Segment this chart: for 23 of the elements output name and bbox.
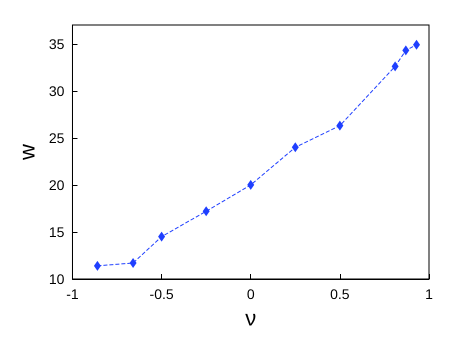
point [292,142,299,152]
y-tick-label: 30 [48,82,65,99]
y-axis-title: w [14,144,40,161]
x-tick-label: -0.5 [150,286,174,302]
x-axis-title: ν [245,306,256,330]
x-tick-label: 0 [246,286,255,302]
x-tick-label: 0.5 [330,286,350,302]
point [94,260,101,271]
y-tick-label: 20 [48,176,65,193]
y-tick-label: 35 [48,36,65,52]
y-tick-label: 10 [48,271,65,287]
point [130,258,137,268]
point [247,180,254,190]
point [336,120,344,131]
point [402,45,410,56]
y-tick-label: 25 [48,130,65,146]
point [158,232,166,242]
point [413,40,420,50]
y-tick-label: 15 [48,224,65,240]
point [202,206,210,216]
point [392,61,399,72]
x-tick-label: 1 [425,286,434,302]
x-tick-label: -1 [66,286,79,302]
